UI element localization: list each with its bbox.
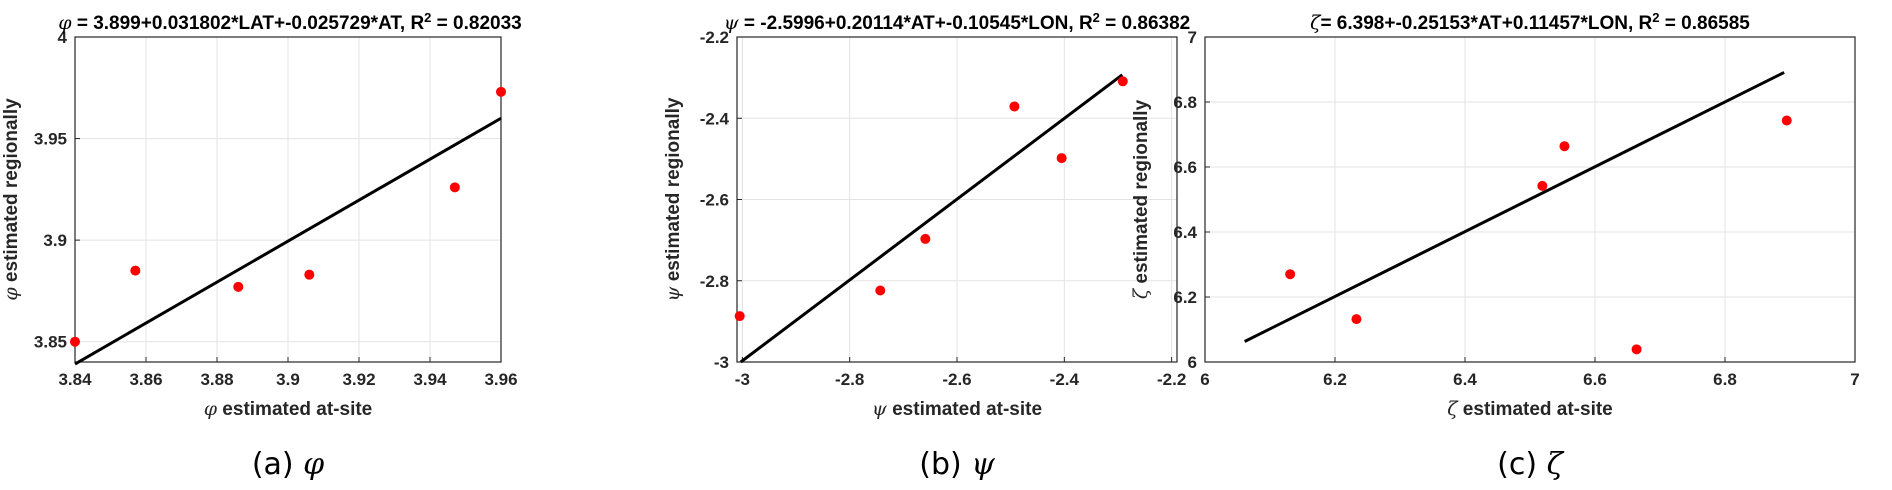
y-tick-label: 6 [1188, 353, 1197, 372]
axes-frame [736, 36, 1178, 363]
data-point [1631, 344, 1642, 355]
x-tick-label: -2.2 [1157, 370, 1186, 389]
subfigure-caption: (b) ψ [919, 447, 995, 482]
x-tick-label: 3.94 [413, 370, 447, 389]
x-tick-label: 7 [1850, 370, 1859, 389]
regression-line [74, 116, 502, 366]
data-point [1781, 115, 1792, 126]
subfigure-caption: (c) ζ [1497, 447, 1564, 482]
x-tick-label: 3.9 [276, 370, 300, 389]
y-tick-label: 3.95 [34, 130, 67, 149]
data-point [1559, 141, 1570, 152]
x-tick-label: 6.4 [1453, 370, 1477, 389]
y-tick-label: 6.6 [1173, 158, 1197, 177]
y-tick-label: 6.4 [1173, 223, 1197, 242]
data-point [233, 281, 244, 292]
x-tick-label: 6.2 [1323, 370, 1347, 389]
y-tick-label: 6.8 [1173, 93, 1197, 112]
data-point [1056, 153, 1067, 164]
y-tick-label: -2.2 [700, 28, 729, 47]
chart-title: ψ = -2.5996+0.20114*AT+-0.10545*LON, R2 … [724, 10, 1191, 35]
x-tick-label: 6.8 [1713, 370, 1737, 389]
x-tick-label: -3 [735, 370, 750, 389]
y-tick-label: 4 [58, 28, 68, 47]
data-point [130, 265, 141, 276]
subfigure-caption: (a) φ [252, 447, 324, 482]
data-point [1117, 76, 1128, 87]
y-axis-label: ψ estimated regionally [662, 97, 684, 301]
y-tick-label: 3.85 [34, 333, 67, 352]
x-tick-label: -2.6 [942, 370, 971, 389]
data-point [70, 336, 80, 347]
axes-frame [74, 36, 502, 363]
y-axis-label: ζ estimated regionally [1130, 99, 1152, 299]
chart-title: ζ= 6.398+-0.25153*AT+0.11457*LON, R2 = 0… [1310, 10, 1750, 35]
x-tick-label: -2.8 [835, 370, 864, 389]
y-tick-label: 7 [1188, 28, 1197, 47]
y-tick-label: -2.4 [700, 109, 730, 128]
data-point [304, 269, 315, 280]
data-point [1285, 269, 1296, 280]
x-tick-label: 3.92 [342, 370, 375, 389]
x-axis-label: φ estimated at-site [204, 398, 373, 420]
regression-line [739, 73, 1124, 364]
y-tick-label: 6.2 [1173, 288, 1197, 307]
x-tick-label: 3.84 [58, 370, 92, 389]
data-point [449, 182, 460, 193]
x-tick-label: 3.88 [200, 370, 233, 389]
x-axis-label: ζ estimated at-site [1447, 398, 1613, 420]
chart-panel-2: -3 -2.8 -2.6 -2.4 -2.2-3-2.8-2.6-2.4-2.2ψ = … [662, 10, 1190, 483]
x-tick-label: 6 [1200, 370, 1209, 389]
x-tick-label: 3.86 [129, 370, 162, 389]
data-point [734, 311, 745, 322]
regression-line [1243, 71, 1785, 343]
data-point [1537, 180, 1548, 191]
y-axis-label: φ estimated regionally [0, 98, 22, 301]
y-tick-label: -2.8 [700, 272, 729, 291]
x-axis-label: ψ estimated at-site [872, 398, 1042, 420]
axes-frame [1204, 36, 1856, 363]
y-tick-label: 3.9 [43, 231, 67, 250]
data-point [920, 233, 931, 244]
y-tick-label: -3 [714, 353, 729, 372]
x-tick-label: 3.96 [484, 370, 517, 389]
data-point [496, 86, 506, 97]
chart-title: φ = 3.899+0.031802*LAT+-0.025729*AT, R2 … [58, 10, 522, 35]
chart-panel-3: 6 6.2 6.4 6.6 6.8 7 6 6.2 6.4 6.6 6.8 7 ζ= 6.398+-0.… [1130, 10, 1860, 483]
data-point [1009, 101, 1020, 112]
data-point [1351, 314, 1362, 325]
chart-panel-1: 3.84 3.86 3.88 3.9 3.92 3.94 3.963.853.93.954φ… [0, 10, 522, 483]
x-tick-label: 6.6 [1583, 370, 1607, 389]
y-tick-label: -2.6 [700, 191, 729, 210]
data-point [875, 285, 886, 296]
x-tick-label: -2.4 [1050, 370, 1080, 389]
